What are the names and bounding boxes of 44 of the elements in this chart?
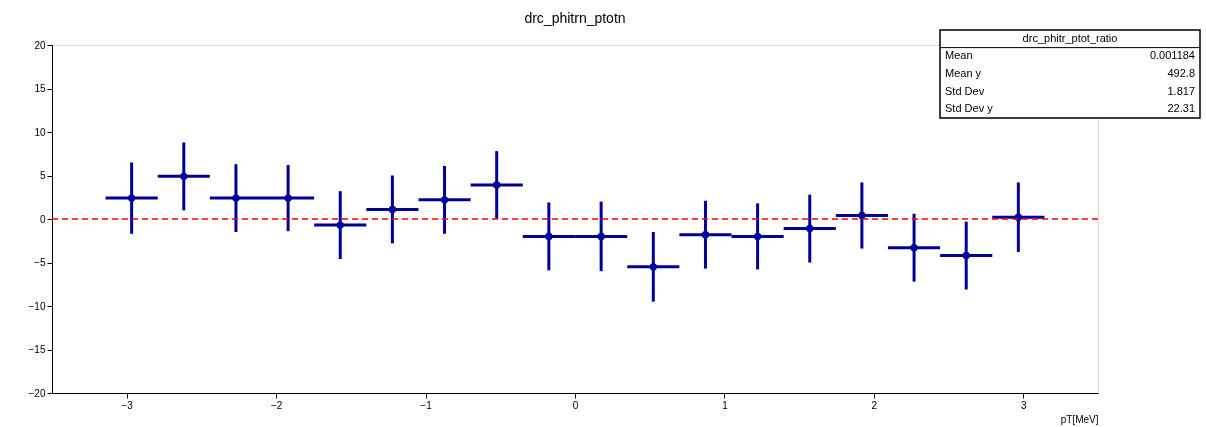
- text: 1.817: [1167, 84, 1195, 97]
- text: 22.31: [1167, 102, 1195, 115]
- point: [753, 232, 762, 241]
- x-axis-title: pT[MeV]: [1060, 413, 1099, 425]
- point: [232, 194, 240, 202]
- y-tick-label: 20: [34, 39, 46, 51]
- y-tick-label: −10: [28, 300, 46, 312]
- text: 0.001184: [1149, 49, 1195, 62]
- point: [649, 263, 658, 271]
- point: [962, 251, 970, 260]
- y-tick-label: 15: [34, 83, 46, 94]
- y-tick-label: 5: [39, 170, 46, 181]
- annotation: Mean: [945, 49, 973, 62]
- annotation: Std Dev y: [945, 102, 994, 115]
- text: drc_phitr_ptot_ratio: [1022, 31, 1118, 44]
- x-tick-label: 2: [871, 399, 878, 411]
- point: [597, 232, 605, 241]
- x-tick-label: 0: [572, 399, 579, 411]
- point: [180, 172, 188, 181]
- point: [336, 221, 344, 229]
- point: [701, 230, 710, 239]
- x-tick-label: −2: [270, 399, 283, 411]
- x-tick-label: −3: [121, 399, 134, 411]
- point: [806, 224, 814, 233]
- y-tick-label: −5: [34, 257, 46, 268]
- text: 492.8: [1167, 67, 1195, 79]
- point: [492, 181, 501, 189]
- point: [440, 196, 449, 204]
- annotation: Std Dev: [945, 84, 985, 97]
- point: [545, 232, 553, 241]
- point: [127, 194, 136, 202]
- point: [910, 244, 918, 252]
- y-tick-label: −20: [28, 387, 46, 399]
- y-tick-label: 10: [34, 126, 46, 138]
- y-tick-label: −15: [28, 344, 46, 355]
- annotation: Mean y: [945, 67, 982, 79]
- x-tick-label: 1: [722, 399, 729, 411]
- point: [388, 205, 397, 214]
- y-tick-label: 0: [39, 213, 46, 225]
- chart-title: drc_phitrn_ptotn: [524, 10, 626, 26]
- point: [284, 194, 292, 202]
- x-tick-label: 3: [1021, 399, 1027, 411]
- point: [858, 211, 866, 220]
- x-tick-label: −1: [420, 399, 433, 411]
